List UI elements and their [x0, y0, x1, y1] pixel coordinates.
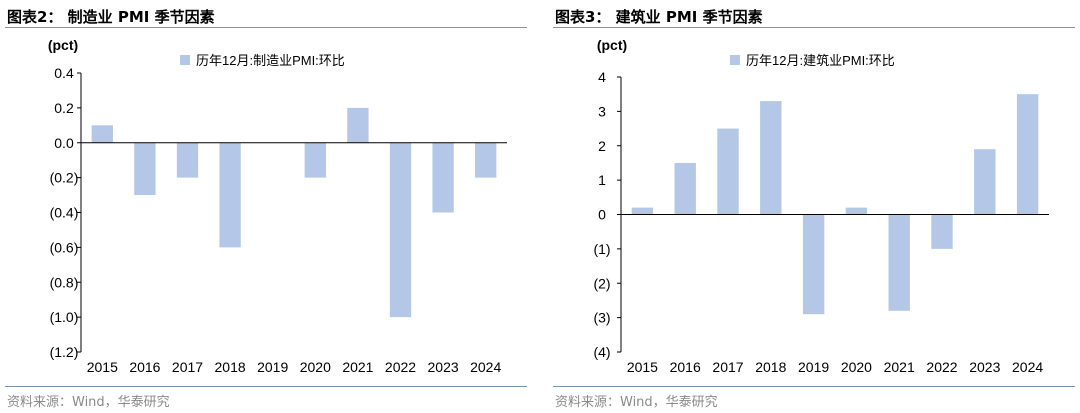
bar-2016 [134, 143, 155, 195]
x-tick-label: 2016 [129, 359, 160, 375]
y-tick-label: (0.8) [50, 274, 79, 290]
y-tick-label: (0.6) [50, 239, 79, 255]
bar-2016 [675, 163, 696, 215]
bar-2020 [305, 143, 326, 178]
x-tick-label: 2023 [428, 359, 459, 375]
chart-panel-manufacturing: 图表2： 制造业 PMI 季节因素 0.4 0.2 0.0 (0.2) (0.4) (0.… [5, 0, 535, 413]
x-tick-label: 2020 [841, 359, 872, 375]
y-tick-label: (4) [593, 344, 610, 360]
y-tick-label: 0.4 [54, 65, 74, 81]
bar-2023 [974, 149, 995, 214]
bar-2018 [760, 101, 781, 214]
y-axis-label: (pct) [597, 37, 627, 53]
bar-2017 [717, 129, 738, 215]
bar-2019 [803, 215, 824, 315]
x-tick-label: 2020 [300, 359, 331, 375]
legend-label: 历年12月:建筑业PMI:环比 [746, 53, 895, 68]
bar-2015 [92, 125, 113, 142]
bar-2022 [390, 143, 411, 317]
y-tick-label: 4 [598, 69, 606, 85]
bar-2018 [219, 143, 240, 248]
bar-2015 [632, 208, 653, 215]
y-tick-label: 0.2 [54, 100, 74, 116]
y-tick-label: 0 [598, 207, 606, 223]
y-tick-label: (0.2) [50, 170, 79, 186]
bar-2017 [177, 143, 198, 178]
source-note: 资料来源：Wind，华泰研究 [7, 391, 170, 410]
y-tick-label: 0.0 [54, 135, 74, 151]
y-tick-label: (3) [593, 310, 610, 326]
x-tick-label: 2017 [172, 359, 203, 375]
bar-2022 [931, 215, 952, 249]
y-tick-label: (1.0) [50, 309, 79, 325]
x-tick-label: 2022 [385, 359, 416, 375]
x-tick-label: 2023 [969, 359, 1000, 375]
y-tick-label: (1.2) [50, 344, 79, 360]
x-tick-label: 2019 [798, 359, 829, 375]
y-tick-label: (1) [593, 241, 610, 257]
construction-pmi-chart: 4 3 2 1 0 (1) (2) (3) (4) 2015 2016 2017 2018 2019 202… [553, 0, 1080, 386]
chart-panel-construction: 图表3： 建筑业 PMI 季节因素 4 3 2 1 0 (1) (2) (3) (4) 2015 2… [553, 0, 1080, 413]
x-tick-label: 2024 [1012, 359, 1043, 375]
x-tick-label: 2015 [627, 359, 658, 375]
legend-swatch [180, 55, 190, 65]
bar-2024 [475, 143, 496, 178]
x-tick-label: 2019 [257, 359, 288, 375]
manufacturing-pmi-chart: 0.4 0.2 0.0 (0.2) (0.4) (0.6) (0.8) (1.0) (1.2) 2… [5, 0, 535, 386]
y-tick-label: (2) [593, 275, 610, 291]
y-axis-label: (pct) [48, 37, 78, 53]
source-note: 资料来源：Wind，华泰研究 [555, 391, 718, 410]
x-tick-label: 2017 [712, 359, 743, 375]
bar-2020 [846, 208, 867, 215]
legend-label: 历年12月:制造业PMI:环比 [196, 53, 345, 68]
bottom-rule [553, 386, 1075, 387]
x-tick-label: 2015 [87, 359, 118, 375]
bar-2021 [889, 215, 910, 311]
x-tick-label: 2021 [884, 359, 915, 375]
bottom-rule [5, 386, 527, 387]
x-tick-label: 2022 [926, 359, 957, 375]
x-tick-label: 2018 [215, 359, 246, 375]
x-tick-label: 2016 [670, 359, 701, 375]
x-tick-label: 2018 [755, 359, 786, 375]
y-tick-label: (0.4) [50, 205, 79, 221]
y-tick-label: 3 [598, 103, 606, 119]
x-tick-label: 2024 [470, 359, 501, 375]
bar-2021 [347, 108, 368, 143]
y-tick-label: 2 [598, 138, 606, 154]
bar-2024 [1017, 94, 1038, 214]
x-tick-label: 2021 [342, 359, 373, 375]
legend-swatch [730, 55, 740, 65]
bar-2023 [432, 143, 453, 213]
y-tick-label: 1 [598, 172, 606, 188]
